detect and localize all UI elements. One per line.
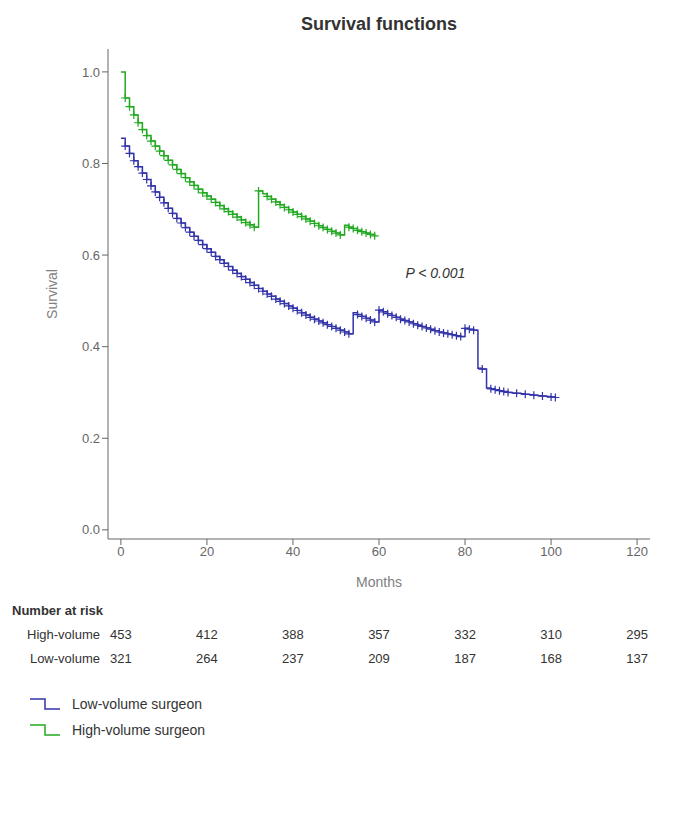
- svg-text:0.8: 0.8: [82, 156, 100, 171]
- html-text:168: 168: [540, 651, 562, 666]
- html-text:357: 357: [368, 627, 390, 642]
- html-text:Survival functions: Survival functions: [301, 14, 457, 34]
- svg-text:0: 0: [117, 544, 124, 559]
- svg-text:0.4: 0.4: [82, 339, 100, 354]
- html-text:137: 137: [626, 651, 648, 666]
- html-text:412: 412: [196, 627, 218, 642]
- html-text:321: 321: [110, 651, 132, 666]
- svg-text:0.6: 0.6: [82, 248, 100, 263]
- svg-text:0.0: 0.0: [82, 522, 100, 537]
- svg-text:40: 40: [286, 544, 300, 559]
- html-text:Low-volume surgeon: Low-volume surgeon: [72, 696, 202, 712]
- html-text:209: 209: [368, 651, 390, 666]
- html-text:453: 453: [110, 627, 132, 642]
- svg-text:Survival: Survival: [44, 269, 60, 319]
- svg-text:80: 80: [458, 544, 472, 559]
- svg-text:60: 60: [372, 544, 386, 559]
- svg-text:20: 20: [200, 544, 214, 559]
- svg-text:0.2: 0.2: [82, 431, 100, 446]
- html-text:High-volume surgeon: High-volume surgeon: [72, 722, 206, 738]
- html-text:237: 237: [282, 651, 304, 666]
- html-text:310: 310: [540, 627, 562, 642]
- html-text:264: 264: [196, 651, 218, 666]
- html-text:187: 187: [454, 651, 476, 666]
- svg-text:100: 100: [540, 544, 562, 559]
- html-text:295: 295: [626, 627, 648, 642]
- html-text:Low-volume: Low-volume: [29, 651, 100, 666]
- html-text:388: 388: [282, 627, 304, 642]
- svg-text:Months: Months: [356, 574, 402, 590]
- html-text:High-volume: High-volume: [27, 627, 100, 642]
- html-text:332: 332: [454, 627, 476, 642]
- html-text:Number at risk: Number at risk: [12, 603, 103, 618]
- svg-text:120: 120: [626, 544, 648, 559]
- svg-text:1.0: 1.0: [82, 65, 100, 80]
- svg-text:P < 0.001: P < 0.001: [406, 265, 466, 281]
